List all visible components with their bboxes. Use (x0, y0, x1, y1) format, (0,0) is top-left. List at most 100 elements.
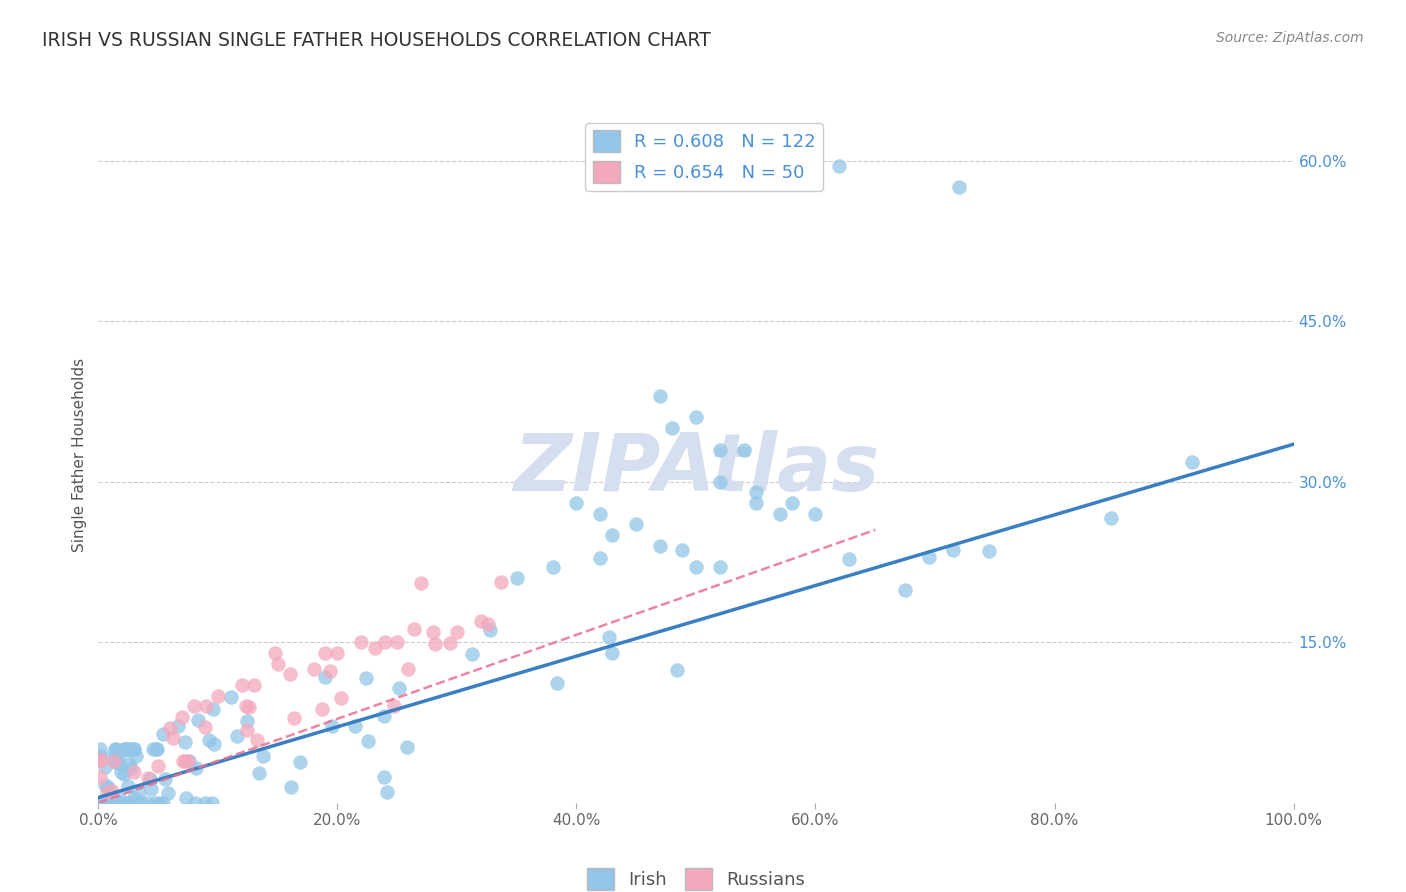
Point (100, 750, 122, 764)
Point (103, 754, 125, 768)
Point (828, 159, 851, 173)
Point (146, 742, 169, 756)
Point (238, 699, 260, 714)
Point (685, 560, 707, 574)
Point (219, 690, 242, 704)
Point (112, 742, 135, 756)
Point (709, 442, 731, 457)
Point (315, 646, 337, 660)
Point (105, 742, 128, 756)
Point (541, 560, 564, 574)
Point (115, 796, 138, 810)
Point (94, 778, 117, 792)
Point (278, 667, 301, 681)
Point (90, 796, 112, 810)
Point (117, 757, 139, 772)
Point (411, 576, 433, 591)
Point (252, 749, 274, 764)
Point (247, 766, 270, 780)
Point (104, 742, 127, 756)
Point (97, 780, 120, 794)
Point (177, 754, 200, 768)
Point (461, 647, 484, 661)
Point (267, 657, 290, 671)
Point (103, 796, 125, 810)
Point (117, 742, 139, 756)
Point (120, 796, 142, 810)
Point (396, 662, 419, 676)
Point (745, 496, 768, 510)
Point (446, 624, 468, 639)
Point (377, 784, 399, 798)
Point (166, 719, 188, 733)
Point (280, 780, 302, 794)
Point (666, 664, 689, 678)
Point (565, 496, 588, 510)
Point (207, 689, 229, 703)
Point (142, 742, 165, 756)
Point (918, 550, 941, 565)
Point (174, 735, 197, 749)
Point (1099, 510, 1122, 524)
Point (201, 796, 224, 810)
Point (105, 748, 128, 763)
Y-axis label: Single Father Households: Single Father Households (72, 358, 87, 552)
Point (194, 720, 217, 734)
Point (108, 790, 131, 805)
Point (114, 742, 136, 756)
Point (198, 733, 221, 747)
Point (382, 699, 405, 714)
Point (157, 786, 180, 800)
Point (101, 784, 124, 798)
Point (979, 544, 1001, 558)
Point (343, 719, 366, 733)
Point (226, 729, 249, 743)
Point (174, 754, 197, 768)
Point (162, 731, 184, 746)
Point (89, 753, 111, 767)
Point (506, 571, 529, 585)
Point (122, 791, 145, 805)
Point (108, 796, 131, 810)
Point (357, 734, 380, 748)
Point (128, 786, 150, 800)
Point (733, 442, 755, 457)
Point (117, 796, 139, 810)
Point (138, 772, 160, 787)
Point (177, 754, 200, 768)
Point (89, 770, 111, 784)
Point (118, 796, 141, 810)
Point (373, 708, 395, 723)
Point (145, 742, 167, 756)
Point (145, 796, 167, 810)
Point (172, 754, 194, 768)
Point (364, 640, 387, 655)
Point (110, 764, 132, 779)
Point (100, 786, 122, 800)
Point (117, 779, 139, 793)
Point (661, 421, 683, 435)
Point (329, 691, 352, 706)
Point (598, 630, 620, 644)
Point (195, 699, 218, 714)
Point (120, 761, 142, 775)
Point (263, 646, 285, 660)
Point (243, 678, 266, 692)
Point (477, 617, 499, 632)
Point (470, 614, 492, 628)
Point (439, 636, 461, 650)
Point (90, 753, 112, 767)
Point (326, 646, 349, 660)
Point (122, 742, 145, 756)
Point (96, 785, 118, 799)
Point (311, 702, 333, 716)
Point (110, 796, 132, 810)
Point (114, 742, 136, 756)
Point (1181, 455, 1204, 469)
Point (838, 552, 860, 566)
Point (183, 796, 205, 810)
Point (804, 507, 827, 521)
Point (100, 796, 122, 810)
Point (780, 496, 803, 510)
Point (685, 410, 707, 425)
